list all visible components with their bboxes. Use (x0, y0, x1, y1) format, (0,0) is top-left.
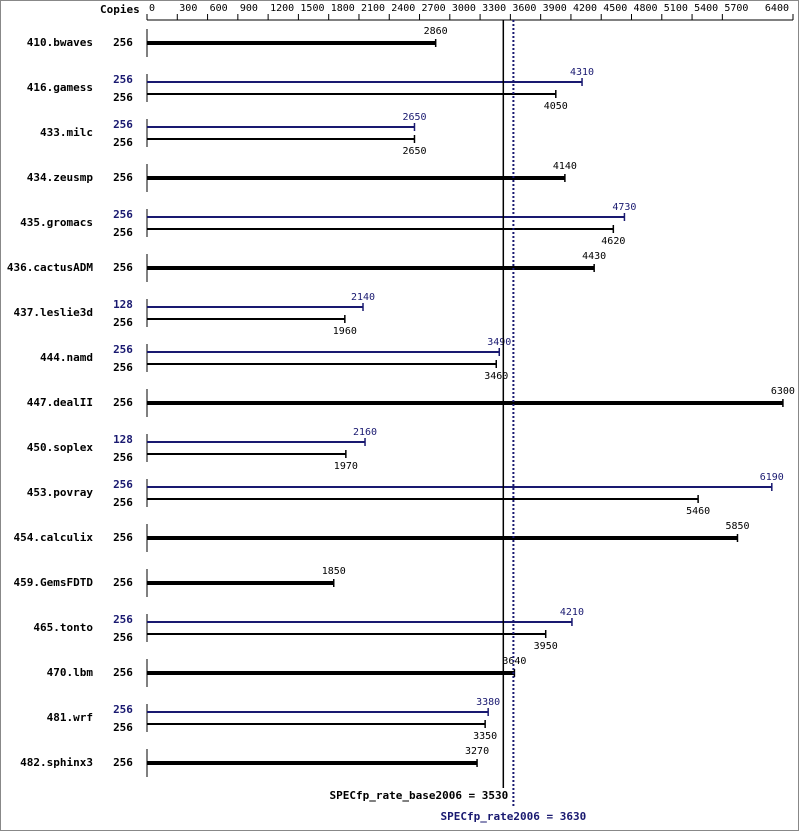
x-tick-label: 3300 (482, 3, 506, 14)
benchmark-label: 454.calculix (14, 531, 94, 544)
value-label: 6300 (771, 386, 795, 397)
copies-label: 256 (113, 343, 133, 356)
benchmark-label: 450.soplex (27, 441, 94, 454)
x-tick-label: 5700 (724, 3, 748, 14)
x-tick-label: 3900 (543, 3, 567, 14)
x-tick-label: 4800 (634, 3, 658, 14)
x-tick-label: 600 (210, 3, 228, 14)
value-label: 2160 (353, 427, 377, 438)
reference-label: SPECfp_rate2006 = 3630 (441, 810, 587, 823)
copies-label: 256 (113, 36, 133, 49)
x-tick-label: 3600 (512, 3, 536, 14)
copies-label: 256 (113, 478, 133, 491)
value-label: 2860 (424, 26, 448, 37)
value-label: 3460 (484, 371, 508, 382)
copies-label: 256 (113, 496, 133, 509)
benchmark-label: 435.gromacs (20, 216, 93, 229)
value-label: 4310 (570, 67, 594, 78)
value-label: 3270 (465, 746, 489, 757)
reference-label: SPECfp_rate_base2006 = 3530 (329, 789, 508, 802)
copies-label: 256 (113, 451, 133, 464)
x-tick-label: 4200 (573, 3, 597, 14)
copies-label: 256 (113, 396, 133, 409)
x-tick-label: 1200 (270, 3, 294, 14)
benchmark-label: 453.povray (27, 486, 94, 499)
copies-label: 256 (113, 756, 133, 769)
x-tick-label: 5100 (664, 3, 688, 14)
value-label: 4210 (560, 607, 584, 618)
benchmark-label: 433.milc (40, 126, 93, 139)
copies-label: 256 (113, 118, 133, 131)
copies-header: Copies (100, 3, 140, 16)
value-label: 1960 (333, 326, 357, 337)
benchmark-label: 482.sphinx3 (20, 756, 93, 769)
value-label: 4730 (612, 202, 636, 213)
benchmark-label: 465.tonto (33, 621, 93, 634)
value-label: 2650 (402, 146, 426, 157)
copies-label: 256 (113, 171, 133, 184)
value-label: 4050 (544, 101, 568, 112)
value-label: 1970 (334, 461, 358, 472)
value-label: 4430 (582, 251, 606, 262)
copies-label: 256 (113, 316, 133, 329)
x-tick-label: 5400 (694, 3, 718, 14)
copies-label: 256 (113, 361, 133, 374)
benchmark-label: 481.wrf (47, 711, 93, 724)
copies-label: 256 (113, 613, 133, 626)
x-tick-label: 0 (149, 3, 155, 14)
copies-label: 256 (113, 226, 133, 239)
value-label: 4620 (601, 236, 625, 247)
value-label: 6190 (760, 472, 784, 483)
copies-label: 256 (113, 703, 133, 716)
copies-label: 256 (113, 91, 133, 104)
benchmark-label: 459.GemsFDTD (14, 576, 94, 589)
x-tick-label: 300 (179, 3, 197, 14)
copies-label: 256 (113, 631, 133, 644)
x-tick-label: 6400 (765, 3, 789, 14)
benchmark-label: 447.dealII (27, 396, 93, 409)
benchmark-label: 437.leslie3d (14, 306, 93, 319)
benchmark-label: 444.namd (40, 351, 93, 364)
value-label: 3490 (487, 337, 511, 348)
x-tick-label: 3000 (452, 3, 476, 14)
benchmark-label: 434.zeusmp (27, 171, 94, 184)
x-tick-label: 2400 (391, 3, 415, 14)
copies-label: 256 (113, 136, 133, 149)
value-label: 3640 (502, 656, 526, 667)
value-label: 4140 (553, 161, 577, 172)
copies-label: 256 (113, 666, 133, 679)
value-label: 2140 (351, 292, 375, 303)
value-label: 3950 (534, 641, 558, 652)
copies-label: 128 (113, 298, 133, 311)
copies-label: 256 (113, 261, 133, 274)
value-label: 3350 (473, 731, 497, 742)
benchmark-label: 436.cactusADM (7, 261, 93, 274)
x-tick-label: 4500 (603, 3, 627, 14)
value-label: 5460 (686, 506, 710, 517)
benchmark-label: 470.lbm (47, 666, 94, 679)
copies-label: 256 (113, 576, 133, 589)
value-label: 1850 (322, 566, 346, 577)
x-tick-label: 1500 (300, 3, 324, 14)
value-label: 5850 (725, 521, 749, 532)
copies-label: 128 (113, 433, 133, 446)
copies-label: 256 (113, 208, 133, 221)
value-label: 2650 (402, 112, 426, 123)
copies-label: 256 (113, 721, 133, 734)
x-tick-label: 1800 (331, 3, 355, 14)
copies-label: 256 (113, 531, 133, 544)
benchmark-label: 410.bwaves (27, 36, 93, 49)
x-tick-label: 2700 (422, 3, 446, 14)
copies-label: 256 (113, 73, 133, 86)
benchmark-label: 416.gamess (27, 81, 93, 94)
x-tick-label: 2100 (361, 3, 385, 14)
x-tick-label: 900 (240, 3, 258, 14)
value-label: 3380 (476, 697, 500, 708)
